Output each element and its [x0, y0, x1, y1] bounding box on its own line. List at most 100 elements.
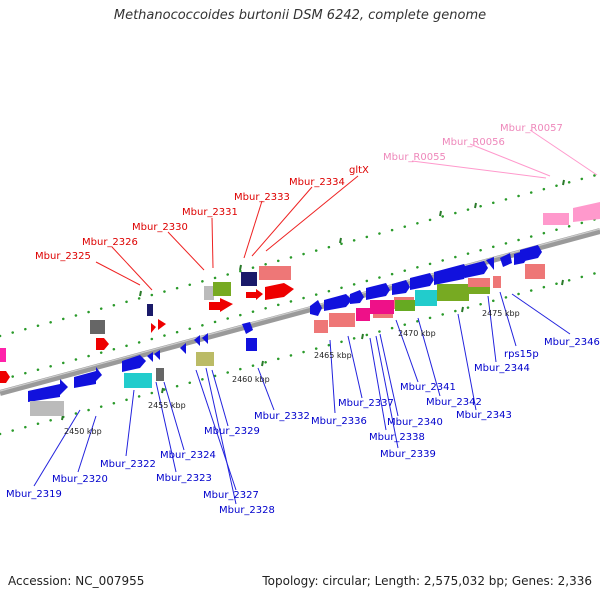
- gene-arrow-blue[interactable]: [324, 294, 352, 311]
- gene-label-mbur-2332[interactable]: Mbur_2332: [254, 411, 310, 422]
- gene-box-darkblue[interactable]: [241, 272, 257, 286]
- gene-box-magenta[interactable]: [370, 300, 394, 314]
- gene-arrow-blue[interactable]: [147, 352, 153, 362]
- gene-arrow-blue[interactable]: [310, 300, 322, 316]
- gene-arrow-red[interactable]: [0, 371, 10, 383]
- outer-guide-line: [0, 172, 600, 338]
- gene-label-mbur-2343[interactable]: Mbur_2343: [456, 410, 512, 421]
- gene-arrow-blue[interactable]: [350, 290, 364, 304]
- gene-box-green[interactable]: [468, 287, 490, 294]
- gene-arrow-red[interactable]: [158, 319, 166, 330]
- reverse-leader-lines: [33, 291, 571, 505]
- leader-line-gltx: [265, 175, 359, 252]
- gene-label-mbur-2324[interactable]: Mbur_2324: [160, 450, 216, 461]
- major-tick: [139, 290, 142, 297]
- gene-arrow-blue[interactable]: [122, 355, 146, 372]
- gene-arrow-red[interactable]: [151, 323, 156, 333]
- major-tick: [439, 210, 442, 217]
- gene-label-mbur-2330[interactable]: Mbur_2330: [132, 222, 188, 233]
- gene-arrow-blue[interactable]: [465, 261, 488, 278]
- gene-arrow-blue[interactable]: [74, 367, 102, 388]
- gene-arrow-blue[interactable]: [242, 322, 253, 334]
- gene-arrow-red[interactable]: [265, 283, 294, 300]
- accession-text: Accession: NC_007955: [8, 574, 145, 588]
- gene-label-mbur-2328[interactable]: Mbur_2328: [219, 505, 275, 516]
- gene-box-green[interactable]: [395, 300, 415, 311]
- gene-label-mbur-2340[interactable]: Mbur_2340: [387, 417, 443, 428]
- gene-box-pink[interactable]: [329, 313, 355, 327]
- leader-line-mbur-2337: [347, 335, 363, 399]
- gene-arrow-blue[interactable]: [500, 253, 512, 267]
- gene-box-olive[interactable]: [213, 282, 231, 296]
- gene-arrow-blue[interactable]: [180, 343, 186, 354]
- gene-label-mbur-2334[interactable]: Mbur_2334: [289, 177, 345, 188]
- gene-label-mbur-2322[interactable]: Mbur_2322: [100, 459, 156, 470]
- rna-arrow-pink[interactable]: [573, 202, 600, 222]
- gene-box-magenta[interactable]: [356, 308, 370, 321]
- gene-box-green[interactable]: [437, 284, 469, 301]
- gene-box-olive[interactable]: [196, 352, 214, 366]
- gene-label-mbur-2326[interactable]: Mbur_2326: [82, 237, 138, 248]
- gene-box-cyan[interactable]: [124, 373, 152, 388]
- major-tick: [239, 264, 242, 271]
- gene-label-mbur-2319[interactable]: Mbur_2319: [6, 489, 62, 500]
- leader-line-mbur-2338: [369, 337, 387, 431]
- gene-arrow-blue[interactable]: [202, 333, 208, 344]
- forward-gene-labels: Mbur_2325 Mbur_2326 Mbur_2330 Mbur_2331 …: [35, 165, 369, 262]
- gene-arrow-red[interactable]: [96, 338, 109, 350]
- gene-box-pink[interactable]: [314, 320, 328, 333]
- gene-box-pink[interactable]: [468, 278, 490, 288]
- gene-box-pink[interactable]: [525, 264, 545, 279]
- gene-box-pink[interactable]: [493, 276, 501, 288]
- leader-line-mbur-2334: [251, 186, 313, 257]
- leader-line-mbur-r0057: [529, 129, 598, 176]
- gene-label-mbur-2346[interactable]: Mbur_2346: [544, 337, 600, 348]
- kbp-label: 2455 kbp: [148, 401, 186, 410]
- gene-label-mbur-2323[interactable]: Mbur_2323: [156, 473, 212, 484]
- gene-box-silver[interactable]: [30, 401, 64, 416]
- gene-label-mbur-2333[interactable]: Mbur_2333: [234, 192, 290, 203]
- leader-line-mbur-2336: [329, 339, 336, 414]
- gene-box-darkblue[interactable]: [147, 304, 153, 316]
- rna-label-mbur-r0057[interactable]: Mbur_R0057: [500, 123, 563, 134]
- gene-label-mbur-2337[interactable]: Mbur_2337: [338, 398, 394, 409]
- gene-label-mbur-2344[interactable]: Mbur_2344: [474, 363, 530, 374]
- feature-red-block[interactable]: [0, 348, 6, 362]
- gene-arrow-blue[interactable]: [194, 335, 200, 346]
- rna-box-pink[interactable]: [543, 213, 569, 225]
- leader-line-mbur-2330: [167, 231, 205, 271]
- gene-label-mbur-2320[interactable]: Mbur_2320: [52, 474, 108, 485]
- gene-label-mbur-2336[interactable]: Mbur_2336: [311, 416, 367, 427]
- gene-label-mbur-2329[interactable]: Mbur_2329: [204, 426, 260, 437]
- gene-arrow-blue[interactable]: [520, 245, 542, 262]
- gene-arrow-blue[interactable]: [410, 273, 434, 290]
- gene-arrow-red[interactable]: [209, 298, 233, 312]
- gene-label-mbur-2338[interactable]: Mbur_2338: [369, 432, 425, 443]
- gene-box-cyan[interactable]: [415, 290, 437, 306]
- rna-label-mbur-r0055[interactable]: Mbur_R0055: [383, 152, 446, 163]
- gene-box-grey[interactable]: [90, 320, 105, 334]
- gene-box-pink[interactable]: [259, 266, 291, 280]
- rna-label-mbur-r0056[interactable]: Mbur_R0056: [442, 137, 505, 148]
- gene-arrow-blue[interactable]: [434, 264, 468, 285]
- gene-label-rps15p[interactable]: rps15p: [504, 349, 539, 360]
- gene-label-mbur-2325[interactable]: Mbur_2325: [35, 251, 91, 262]
- major-tick: [562, 179, 565, 186]
- gene-arrow-red[interactable]: [246, 289, 263, 300]
- gene-arrow-blue[interactable]: [154, 350, 160, 360]
- gene-label-mbur-2339[interactable]: Mbur_2339: [380, 449, 436, 460]
- gene-label-mbur-2327[interactable]: Mbur_2327: [203, 490, 259, 501]
- gene-arrow-blue[interactable]: [486, 257, 494, 270]
- gene-label-gltx[interactable]: gltX: [349, 165, 369, 176]
- gene-label-mbur-2342[interactable]: Mbur_2342: [426, 397, 482, 408]
- gene-box-blue[interactable]: [246, 338, 257, 351]
- gene-box-silver[interactable]: [204, 286, 214, 300]
- gene-label-mbur-2341[interactable]: Mbur_2341: [400, 382, 456, 393]
- gene-arrow-blue[interactable]: [28, 379, 68, 402]
- gene-arrow-blue[interactable]: [366, 283, 390, 300]
- major-tick: [461, 306, 464, 313]
- gene-arrow-blue[interactable]: [392, 280, 410, 295]
- gene-label-mbur-2331[interactable]: Mbur_2331: [182, 207, 238, 218]
- gene-box-grey[interactable]: [156, 368, 164, 381]
